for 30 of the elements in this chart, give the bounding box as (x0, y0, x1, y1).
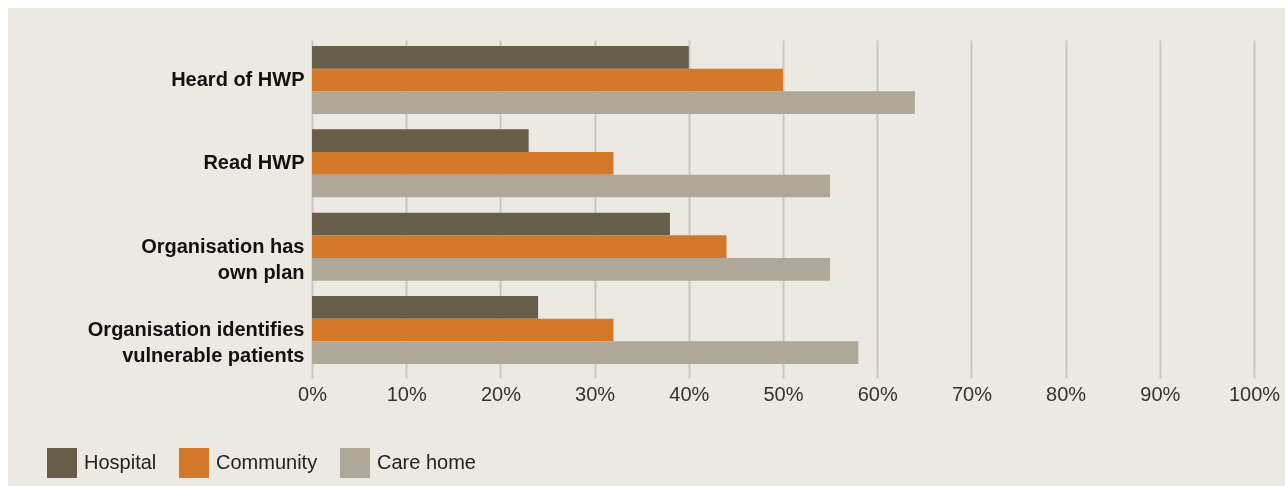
legend-label: Care home (377, 451, 476, 473)
bar (312, 174, 831, 198)
bar (312, 296, 539, 319)
x-tick-label: 100% (1228, 382, 1281, 405)
x-tick-label: 70% (951, 382, 993, 405)
bar (312, 91, 915, 114)
x-tick-label: 10% (386, 382, 427, 405)
bar (312, 235, 727, 258)
bar (312, 129, 529, 152)
bar (312, 341, 859, 364)
x-tick-label: 80% (1046, 382, 1087, 405)
bar (312, 46, 689, 69)
bar (312, 212, 670, 236)
bar (312, 318, 614, 342)
x-tick-label: 40% (669, 382, 710, 405)
x-tick-label: 20% (480, 382, 522, 405)
y-tick-label: Organisation identifies vulnerable patients (87, 318, 305, 366)
legend-label: Community (216, 451, 318, 473)
legend-label: Hospital (84, 451, 157, 473)
x-tick-label: 60% (857, 382, 898, 405)
bar (312, 152, 614, 175)
y-tick-label: Read HWP (203, 151, 305, 174)
bar (312, 258, 831, 281)
x-tick-label: 30% (575, 382, 616, 405)
x-tick-label: 50% (763, 382, 804, 405)
bar (312, 68, 783, 92)
x-tick-label: 0% (298, 382, 328, 405)
y-tick-label: Organisation has own plan (141, 234, 305, 283)
y-tick-label: Heard of HWP (171, 68, 305, 90)
x-tick-label: 90% (1140, 382, 1181, 405)
